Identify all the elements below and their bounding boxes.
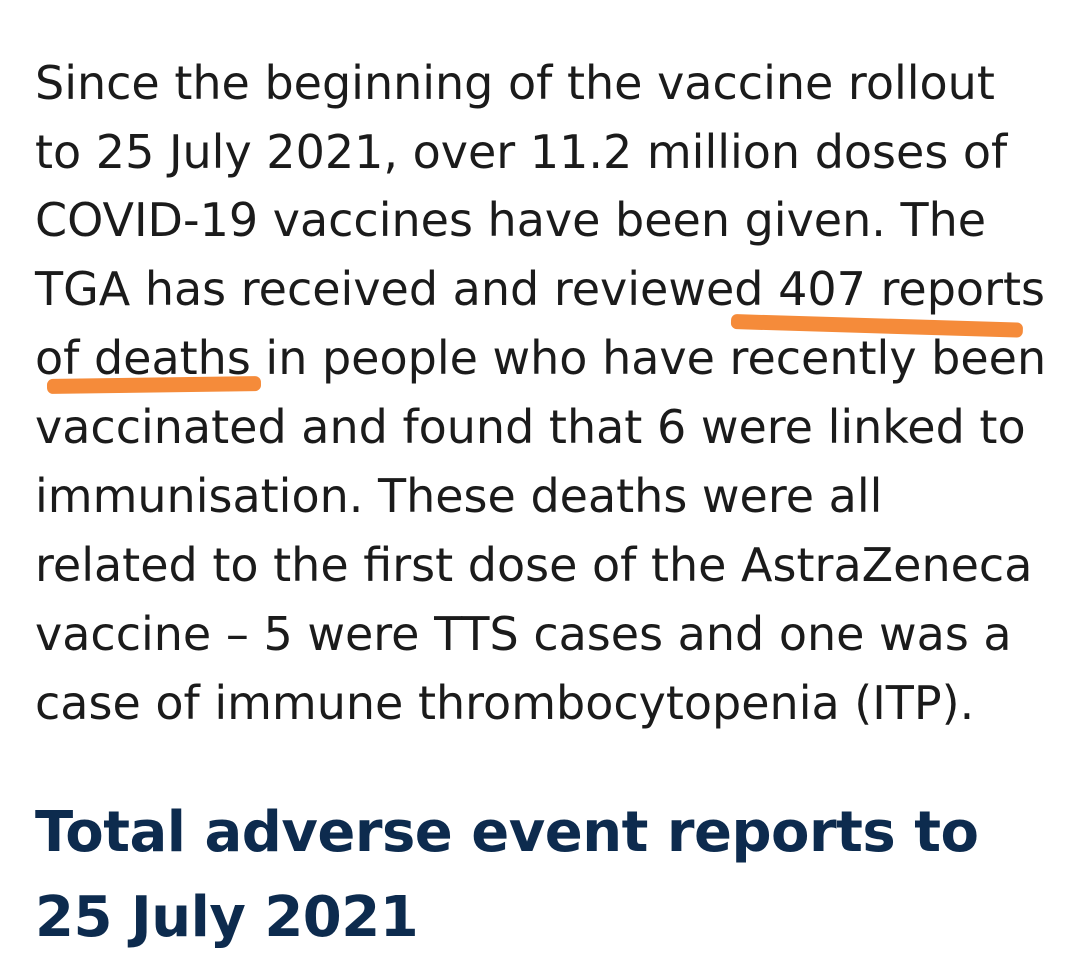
paragraph-line: vaccine – 5 were TTS cases and one was a (35, 607, 1012, 661)
paragraph-line: Since the beginning of the vaccine rollo… (35, 56, 995, 110)
paragraph-line: related to the first dose of the AstraZe… (35, 538, 1033, 592)
paragraph-line: of deaths in people who have recently be… (35, 331, 1047, 385)
section-heading-line: 25 July 2021 (35, 885, 419, 950)
section-heading-line: Total adverse event reports to (35, 800, 979, 865)
paragraph-line: vaccinated and found that 6 were linked … (35, 400, 1026, 454)
paragraph-line: COVID-19 vaccines have been given. The (35, 193, 987, 247)
body-paragraph: Since the beginning of the vaccine rollo… (35, 56, 1047, 730)
paragraph-line: to 25 July 2021, over 11.2 million doses… (35, 125, 1008, 179)
section-heading: Total adverse event reports to 25 July 2… (35, 790, 1075, 960)
paragraph-line: case of immune thrombocytopenia (ITP). (35, 676, 975, 730)
paragraph-line: immunisation. These deaths were all (35, 469, 883, 523)
paragraph-line: TGA has received and reviewed 407 report… (35, 262, 1045, 316)
